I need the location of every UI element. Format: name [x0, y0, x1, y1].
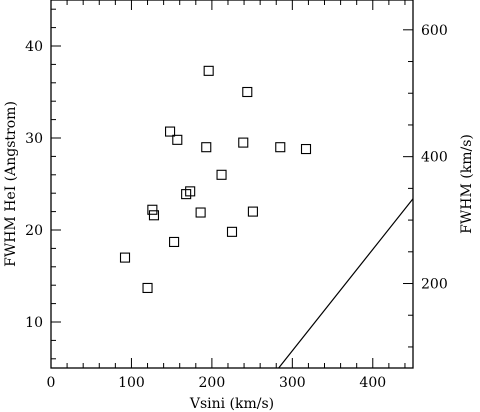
data-point — [203, 65, 214, 76]
data-point — [216, 169, 227, 180]
data-points-layer — [119, 65, 312, 294]
y-tick-label: 20 — [25, 223, 43, 239]
data-point — [242, 86, 253, 98]
data-point — [147, 204, 158, 215]
y-tick-label: 40 — [25, 39, 43, 55]
data-point — [275, 142, 286, 153]
y2-tick-label: 600 — [421, 23, 448, 39]
data-point — [148, 210, 160, 221]
y2-axis-label: FWHM (km/s) — [459, 134, 475, 234]
reference-line — [278, 198, 414, 369]
data-point — [119, 252, 131, 263]
reference-line-layer — [278, 198, 414, 369]
x-tick-label: 200 — [199, 375, 226, 391]
y-axis-label: FWHM HeI (Angstrom) — [3, 101, 19, 267]
data-point — [169, 236, 180, 248]
y-tick-label: 10 — [25, 315, 43, 331]
tick-labels-layer: 0 100 200 300 400 10 20 30 40 200 400 600 — [25, 23, 448, 391]
data-point — [300, 143, 312, 155]
y2-tick-label: 200 — [421, 277, 448, 293]
x-tick-label: 400 — [359, 375, 386, 391]
y-tick-label: 30 — [25, 131, 43, 147]
y2-tick-label: 400 — [421, 150, 448, 166]
x-tick-label: 300 — [279, 375, 306, 391]
data-point — [247, 206, 258, 217]
data-point — [172, 134, 183, 145]
ticks-layer — [50, 0, 413, 368]
data-point — [226, 226, 238, 237]
data-point — [142, 282, 153, 294]
x-axis-label: Vsini (km/s) — [189, 396, 274, 412]
data-point — [165, 126, 176, 137]
plot-frame — [50, 0, 414, 369]
x-tick-label: 100 — [118, 375, 145, 391]
x-tick-label: 0 — [47, 375, 56, 391]
data-point — [201, 142, 212, 153]
data-point — [238, 137, 249, 148]
data-point — [195, 207, 206, 218]
data-point — [185, 186, 196, 197]
